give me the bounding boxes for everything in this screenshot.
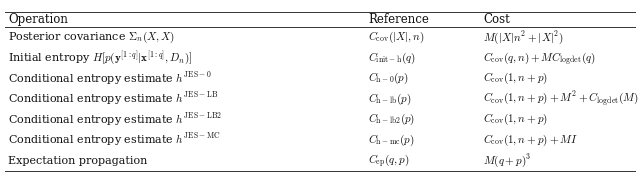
Text: $C_{\mathrm{h-mc}}(p)$: $C_{\mathrm{h-mc}}(p)$ [368, 132, 415, 148]
Text: $C_{\mathrm{cov}}(1, n+p) + MI$: $C_{\mathrm{cov}}(1, n+p) + MI$ [483, 132, 578, 148]
Text: $C_{\mathrm{init-h}}(q)$: $C_{\mathrm{init-h}}(q)$ [368, 50, 416, 66]
Text: $C_{\mathrm{ep}}(q, p)$: $C_{\mathrm{ep}}(q, p)$ [368, 152, 410, 169]
Text: Expectation propagation: Expectation propagation [8, 156, 148, 165]
Text: Conditional entropy estimate $h^{\mathrm{JES-LB2}}$: Conditional entropy estimate $h^{\mathrm… [8, 111, 223, 128]
Text: $C_{\mathrm{cov}}(1, n+p) + M^2 + C_{\mathrm{logdet}}(M)$: $C_{\mathrm{cov}}(1, n+p) + M^2 + C_{\ma… [483, 90, 639, 108]
Text: $C_{\mathrm{cov}}(1, n+p)$: $C_{\mathrm{cov}}(1, n+p)$ [483, 71, 548, 86]
Text: $C_{\mathrm{cov}}(1, n+p)$: $C_{\mathrm{cov}}(1, n+p)$ [483, 112, 548, 127]
Text: $M(q+p)^3$: $M(q+p)^3$ [483, 152, 532, 169]
Text: Conditional entropy estimate $h^{\mathrm{JES-MC}}$: Conditional entropy estimate $h^{\mathrm… [8, 132, 221, 148]
Text: $C_{\mathrm{h-0}}(p)$: $C_{\mathrm{h-0}}(p)$ [368, 71, 409, 86]
Text: $C_{\mathrm{h-lb2}}(p)$: $C_{\mathrm{h-lb2}}(p)$ [368, 112, 415, 127]
Text: Conditional entropy estimate $h^{\mathrm{JES-LB}}$: Conditional entropy estimate $h^{\mathrm… [8, 91, 219, 107]
Text: Operation: Operation [8, 13, 68, 26]
Text: $M(|X|n^2 + |X|^2)$: $M(|X|n^2 + |X|^2)$ [483, 29, 564, 46]
Text: $C_{\mathrm{h-lb}}(p)$: $C_{\mathrm{h-lb}}(p)$ [368, 92, 412, 107]
Text: Conditional entropy estimate $h^{\mathrm{JES-0}}$: Conditional entropy estimate $h^{\mathrm… [8, 70, 212, 87]
Text: $C_{\mathrm{cov}}(q, n) + MC_{\mathrm{logdet}}(q)$: $C_{\mathrm{cov}}(q, n) + MC_{\mathrm{lo… [483, 50, 596, 67]
Text: Cost: Cost [483, 13, 510, 26]
Text: Reference: Reference [368, 13, 429, 26]
Text: $C_{\mathrm{cov}}(|X|, n)$: $C_{\mathrm{cov}}(|X|, n)$ [368, 30, 425, 45]
Text: Posterior covariance $\boldsymbol{\Sigma}_n(X, X)$: Posterior covariance $\boldsymbol{\Sigma… [8, 30, 175, 45]
Text: Initial entropy $H[p(\mathbf{y}^{[1:q]}|\mathbf{x}^{[1:q]}, D_n)]$: Initial entropy $H[p(\mathbf{y}^{[1:q]}|… [8, 49, 193, 67]
